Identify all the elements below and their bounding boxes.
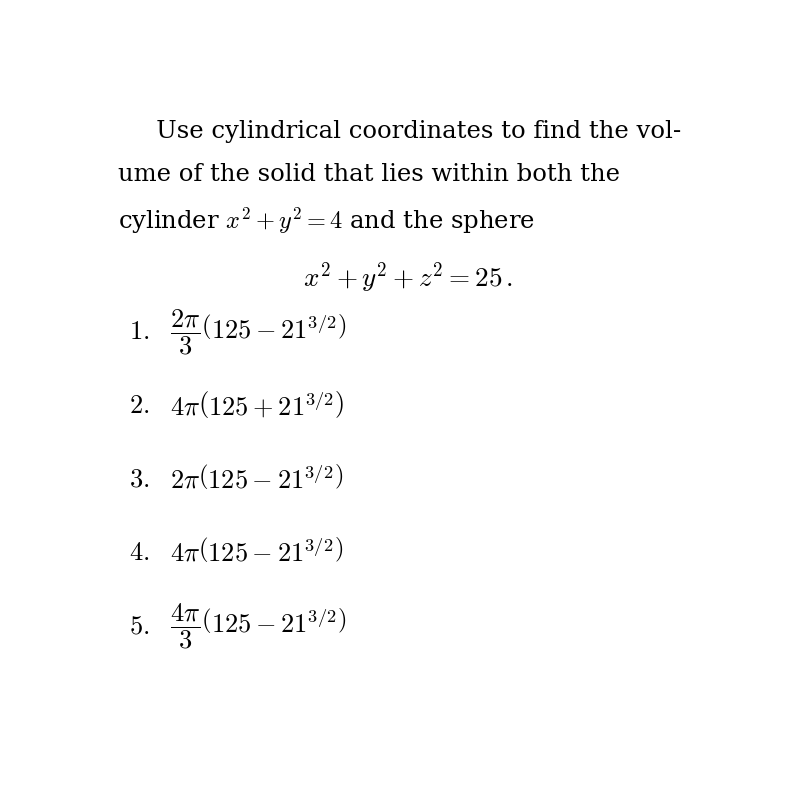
Text: $\mathbf{5.}$: $\mathbf{5.}$	[128, 614, 149, 639]
Text: $2\pi\left(125 - 21^{3/2}\right)$: $2\pi\left(125 - 21^{3/2}\right)$	[170, 465, 344, 494]
Text: $\dfrac{4\pi}{3}\left(125 - 21^{3/2}\right)$: $\dfrac{4\pi}{3}\left(125 - 21^{3/2}\rig…	[170, 602, 347, 651]
Text: Use cylindrical coordinates to find the vol-: Use cylindrical coordinates to find the …	[134, 120, 681, 143]
Text: $4.$: $4.$	[128, 540, 149, 565]
Text: $x^2 + y^2 + z^2 = 25\,.$: $x^2 + y^2 + z^2 = 25\,.$	[303, 260, 513, 295]
Text: $4\pi\left(125 - 21^{3/2}\right)$: $4\pi\left(125 - 21^{3/2}\right)$	[170, 538, 344, 567]
Text: $\mathbf{3.}$: $\mathbf{3.}$	[128, 467, 149, 492]
Text: ume of the solid that lies within both the: ume of the solid that lies within both t…	[118, 163, 620, 185]
Text: $\mathbf{1.}$: $\mathbf{1.}$	[128, 319, 149, 344]
Text: $\mathbf{2.}$: $\mathbf{2.}$	[128, 393, 149, 418]
Text: $4\pi\left(125 + 21^{3/2}\right)$: $4\pi\left(125 + 21^{3/2}\right)$	[170, 390, 345, 421]
Text: $\dfrac{2\pi}{3}\left(125 - 21^{3/2}\right)$: $\dfrac{2\pi}{3}\left(125 - 21^{3/2}\rig…	[170, 307, 347, 356]
Text: cylinder $x^2 + y^2 = 4$ and the sphere: cylinder $x^2 + y^2 = 4$ and the sphere	[118, 205, 535, 236]
